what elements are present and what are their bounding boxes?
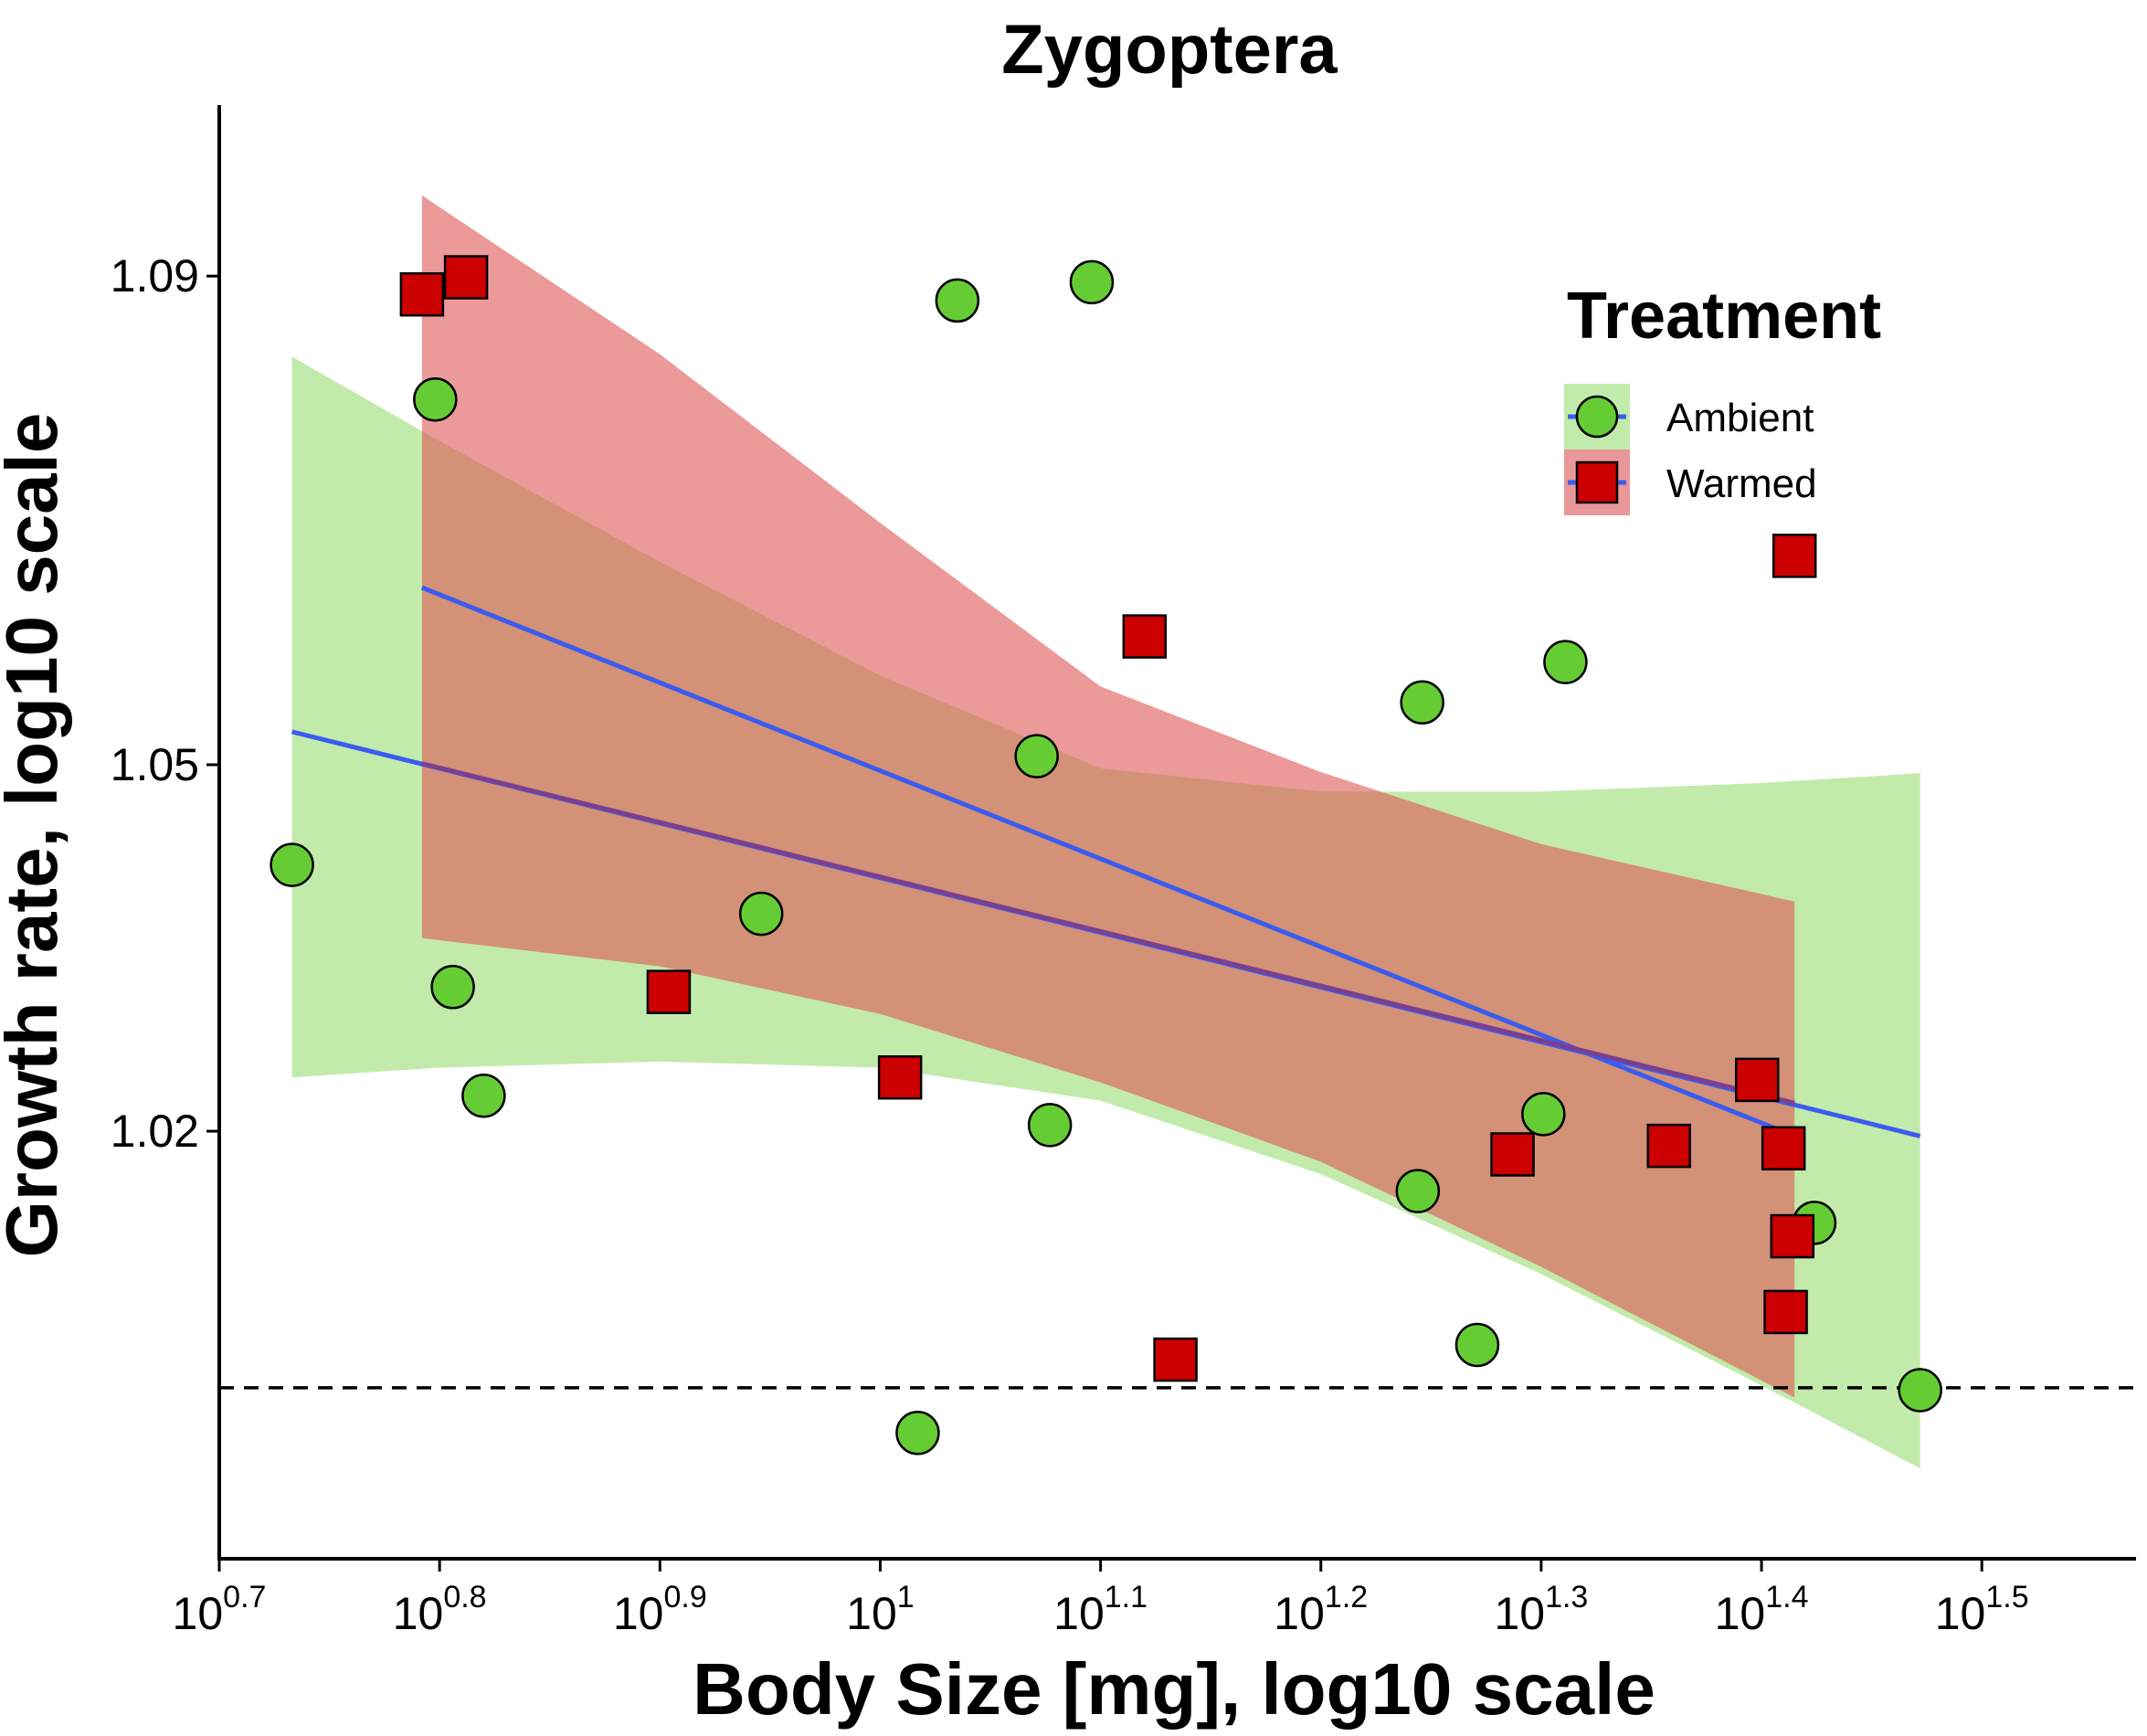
point-warmed — [648, 971, 690, 1013]
x-tick-base: 10 — [613, 1588, 664, 1639]
x-tick-exponent: 0.8 — [443, 1580, 486, 1614]
point-ambient — [1522, 1093, 1564, 1135]
point-warmed — [401, 273, 443, 315]
point-warmed — [1765, 1291, 1807, 1333]
confidence-bands — [292, 196, 1920, 1468]
x-tick-base: 10 — [1053, 1588, 1105, 1639]
y-tick-label: 1.02 — [111, 1106, 199, 1157]
point-warmed — [1124, 616, 1166, 658]
legend-key-square-icon — [1577, 462, 1617, 503]
x-tick-base: 10 — [1935, 1588, 1986, 1639]
point-warmed — [1762, 1127, 1804, 1170]
point-ambient — [432, 966, 474, 1008]
legend: Treatment Ambient Warmed — [1564, 280, 1881, 515]
x-tick-base: 10 — [1494, 1588, 1545, 1639]
x-tick-label: 101.2 — [1274, 1580, 1368, 1639]
point-ambient — [271, 844, 313, 886]
x-tick-exponent: 0.9 — [663, 1580, 706, 1614]
point-ambient — [740, 893, 782, 935]
x-tick-base: 10 — [1715, 1588, 1766, 1639]
point-ambient — [1401, 682, 1444, 724]
x-tick-exponent: 1 — [897, 1580, 915, 1614]
point-warmed — [445, 257, 487, 299]
x-tick-label: 101.1 — [1053, 1580, 1148, 1639]
point-warmed — [1773, 535, 1815, 577]
x-tick-label: 100.9 — [613, 1580, 707, 1639]
y-axis-title: Growth rate, log10 scale — [0, 413, 72, 1258]
x-tick-exponent: 1.1 — [1105, 1580, 1148, 1614]
x-tick-exponent: 1.4 — [1765, 1580, 1808, 1614]
legend-label-ambient: Ambient — [1666, 396, 1814, 440]
x-tick-label: 100.8 — [393, 1580, 487, 1639]
point-ambient — [1456, 1324, 1498, 1366]
legend-key-circle-icon — [1577, 397, 1617, 437]
point-ambient — [1071, 261, 1113, 303]
point-ambient — [414, 378, 456, 420]
point-ambient — [462, 1074, 504, 1117]
point-ambient — [1397, 1170, 1439, 1212]
point-ambient — [1899, 1369, 1941, 1411]
point-ambient — [936, 280, 978, 322]
x-tick-exponent: 1.3 — [1545, 1580, 1588, 1614]
point-warmed — [1155, 1339, 1197, 1381]
point-warmed — [1492, 1133, 1534, 1175]
x-axis-title: Body Size [mg], log10 scale — [693, 1648, 1655, 1730]
x-tick-label: 101.4 — [1715, 1580, 1809, 1639]
point-ambient — [896, 1412, 938, 1454]
point-warmed — [879, 1056, 921, 1098]
x-tick-base: 10 — [393, 1588, 444, 1639]
x-tick-base: 10 — [1274, 1588, 1325, 1639]
point-ambient — [1544, 641, 1586, 683]
legend-title: Treatment — [1567, 280, 1881, 353]
chart-title: Zygoptera — [1001, 11, 1338, 89]
x-tick-label: 101 — [846, 1580, 915, 1639]
legend-label-warmed: Warmed — [1666, 461, 1817, 506]
x-tick-label: 101.3 — [1494, 1580, 1588, 1639]
point-warmed — [1736, 1059, 1778, 1101]
y-tick-label: 1.05 — [111, 739, 199, 790]
x-tick-exponent: 1.5 — [1985, 1580, 2028, 1614]
x-tick-label: 101.5 — [1935, 1580, 2029, 1639]
point-ambient — [1029, 1104, 1071, 1146]
point-warmed — [1772, 1215, 1814, 1257]
x-tick-exponent: 0.7 — [223, 1580, 266, 1614]
x-tick-base: 10 — [846, 1588, 897, 1639]
point-warmed — [1648, 1125, 1690, 1167]
x-tick-base: 10 — [173, 1588, 224, 1639]
x-tick-label: 100.7 — [173, 1580, 267, 1639]
x-tick-exponent: 1.2 — [1325, 1580, 1368, 1614]
x-axis-ticks: 100.7 100.8 100.9 101 101.1 101.2 101.3 101.4 10… — [173, 1559, 2029, 1639]
point-ambient — [1016, 736, 1058, 778]
y-tick-label: 1.09 — [111, 250, 199, 302]
y-axis-ticks: 1.02 1.05 1.09 — [111, 250, 219, 1157]
